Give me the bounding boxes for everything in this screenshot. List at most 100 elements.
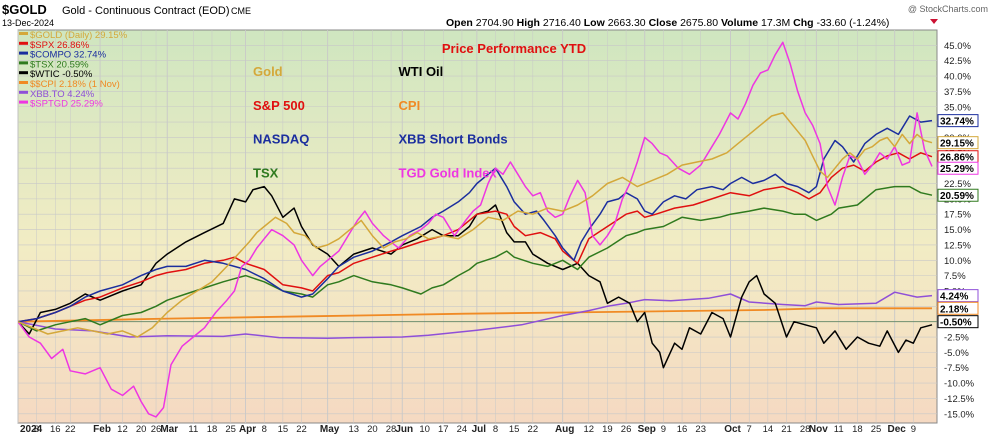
x-tick-label: 22 [296,424,307,435]
x-tick-label: 8 [262,424,267,435]
end-label-box [937,315,979,329]
x-tick-label: 11 [834,424,844,435]
legend-item-compo: $COMPO 32.74% [30,50,107,61]
x-tick-label: Sep [638,424,656,435]
end-label-box [937,188,979,202]
x-tick-label: 17 [438,424,449,435]
end-label-compo: 32.74% [940,117,974,128]
x-tick-label: 19 [602,424,613,435]
x-tick-label: 10 [419,424,430,435]
x-tick-label: 9 [661,424,666,435]
annotation-label: S&P 500 [253,98,305,113]
x-tick-label: Oct [724,424,741,435]
y-axis: -15.0%-12.5%-10.0%-7.5%-5.0%-2.5%2.5%5.0… [944,41,975,420]
x-tick-label: 23 [695,424,706,435]
y-tick-label: -2.5% [944,333,969,344]
x-tick-label: 11 [188,424,198,435]
x-tick-label: 15 [278,424,289,435]
y-tick-label: -5.0% [944,348,969,359]
end-label-box [937,301,979,315]
ohlc-value: -33.60 (-1.24%) [816,17,889,29]
annotations: Gold S&P 500 NASDAQ TSX WTI Oil CPI XBB Short … [253,64,508,180]
x-tick-label: 22 [65,424,76,435]
legend-item-cpi: $$CPI 2.18% (1 Nov) [30,79,120,90]
legend-item-wtic: $WTIC -0.50% [30,69,93,80]
end-label-box [937,289,979,303]
ohlc-value: 17.3M [761,17,793,29]
ohlc-label: Low [584,17,608,29]
ohlc-label: Open [446,17,476,29]
y-tick-label: -15.0% [944,409,975,420]
ticker-symbol: $GOLD [2,2,47,17]
ohlc-value: 2716.40 [543,17,584,29]
x-tick-label: 20 [136,424,147,435]
y-tick-label: -12.5% [944,394,975,405]
x-tick-label: 28 [800,424,811,435]
ohlc-label: High [517,17,543,29]
x-tick-label: Aug [555,424,574,435]
x-tick-label: 26 [151,424,162,435]
series-line-tgd [18,41,933,418]
instrument-name: Gold - Continuous Contract (EOD) [62,5,230,17]
x-tick-label: 8 [493,424,498,435]
ohlc-readout: Open 2704.90 High 2716.40 Low 2663.30 Cl… [446,17,889,29]
x-tick-label: 25 [871,424,882,435]
x-tick-label: 13 [348,424,359,435]
y-tick-label: 7.5% [944,271,966,282]
legend-item-tgd: $SPTGD 25.29% [30,99,103,110]
legend-swatch [19,61,28,65]
y-tick-label: 22.5% [944,179,971,190]
legend: $GOLD (Daily) 29.15%$SPX 26.86%$COMPO 32… [19,30,128,110]
legend-item-spx: $SPX 26.86% [30,40,90,51]
x-tick-label: Dec [888,424,907,435]
x-tick-label: Jun [395,424,413,435]
x-tick-label: 24 [457,424,468,435]
y-tick-label: 17.5% [944,210,971,221]
x-tick-label: 7 [747,424,752,435]
x-tick-label: Jul [472,424,487,435]
x-tick-label: 18 [207,424,218,435]
x-tick-label: Apr [239,424,256,435]
series-layer [18,41,933,418]
x-tick-label: 26 [621,424,632,435]
x-tick-label: 14 [763,424,774,435]
end-label-wtic: -0.50% [940,318,972,329]
ohlc-value: 2704.90 [476,17,517,29]
ohlc-label: Close [649,17,681,29]
y-tick-label: -10.0% [944,379,975,390]
x-tick-label: 9 [911,424,916,435]
down-arrow-icon [930,19,938,24]
end-label-spx: 26.86% [940,153,974,164]
end-label-gold: 29.15% [940,139,974,150]
y-tick-label: 12.5% [944,240,971,251]
legend-swatch [19,81,28,84]
legend-swatch [19,41,28,45]
y-tick-label: 42.5% [944,56,971,67]
series-line-spx [18,152,933,323]
x-tick-label: 15 [509,424,520,435]
legend-swatch [19,100,28,104]
grid-lines [17,30,937,423]
legend-swatch [19,32,28,35]
x-tick-label: 18 [852,424,863,435]
chart-date: 13-Dec-2024 [2,18,54,28]
ohlc-label: Volume [721,17,761,29]
series-line-tsx [18,185,933,332]
end-label-tsx: 20.59% [940,191,974,202]
x-tick-label: Nov [809,424,828,435]
legend-item-gold: $GOLD (Daily) 29.15% [30,30,128,41]
legend-swatch [19,71,28,75]
y-tick-label: 45.0% [944,41,971,52]
series-line-cpi [18,307,932,323]
end-label-xbb: 4.24% [940,292,968,303]
legend-item-tsx: $TSX 20.59% [30,59,89,70]
chart-title: Price Performance YTD [442,41,586,56]
y-tick-label: 35.0% [944,102,971,113]
x-tick-label: 16 [677,424,688,435]
x-tick-label: 8 [34,424,39,435]
x-tick-label: 21 [781,424,792,435]
end-label-box [937,136,979,150]
series-line-xbb [18,291,933,340]
x-tick-label: 22 [528,424,539,435]
